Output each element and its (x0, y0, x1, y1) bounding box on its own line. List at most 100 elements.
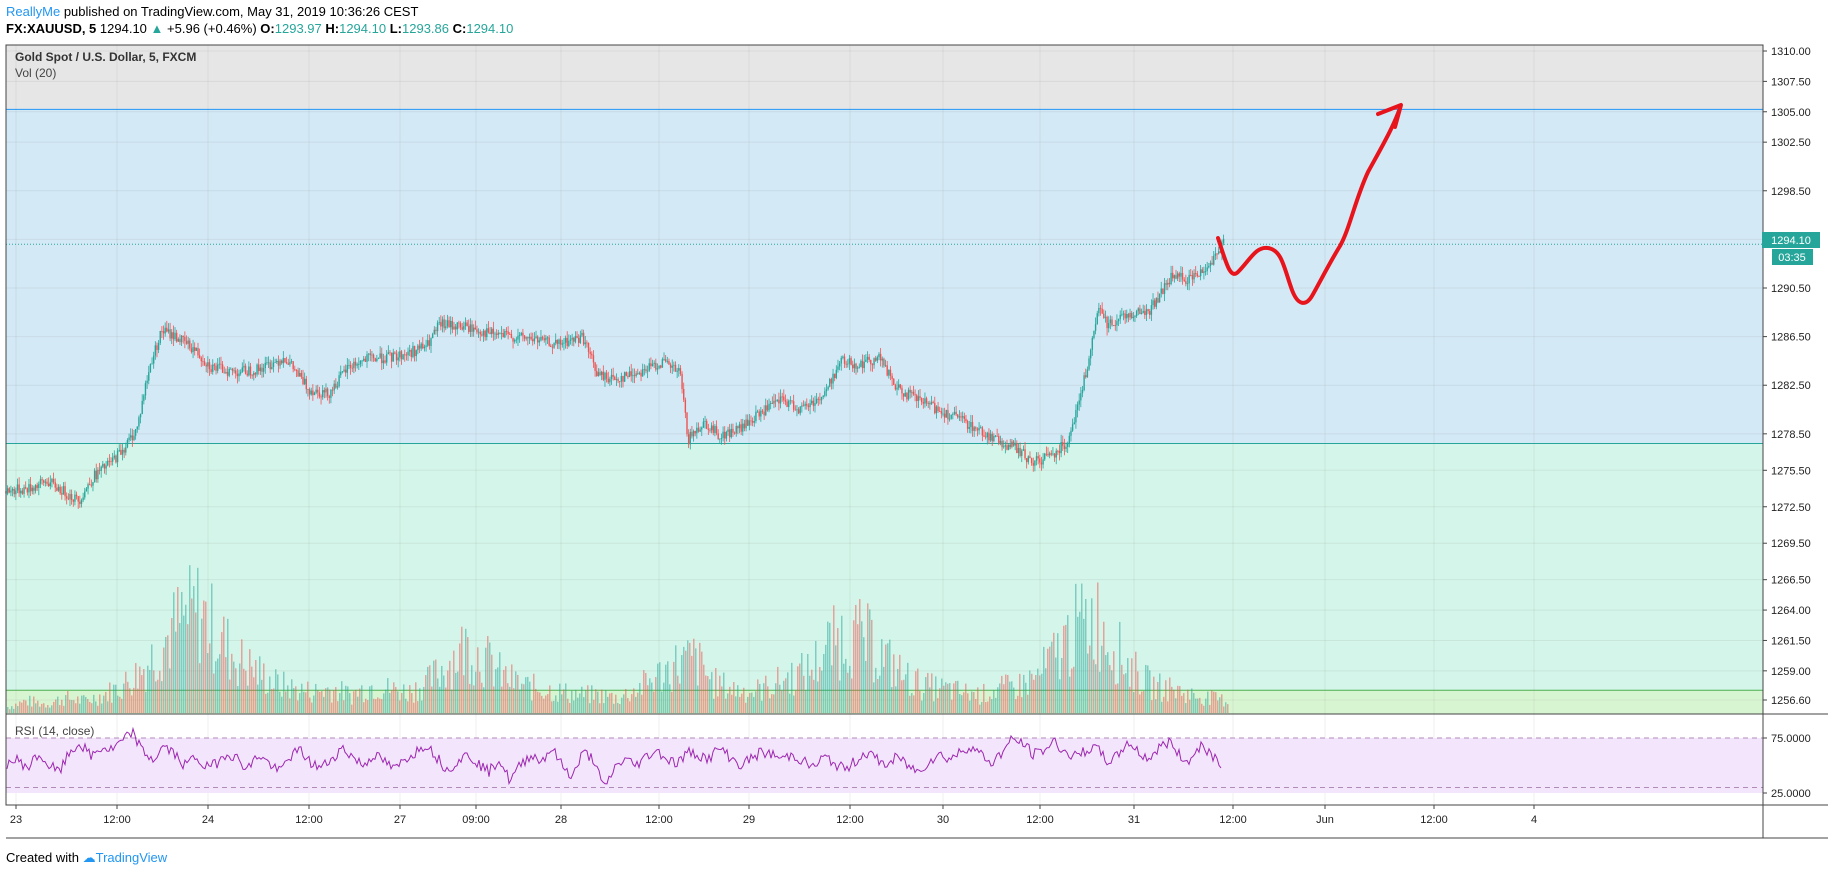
volume-bar (543, 698, 545, 713)
candle-body (253, 372, 255, 376)
volume-bar (489, 642, 491, 713)
candle-body (38, 483, 40, 488)
candle-body (468, 326, 470, 332)
candle-body (929, 403, 931, 405)
volume-bar (985, 702, 987, 713)
candle-body (1078, 400, 1080, 405)
candle-body (148, 372, 150, 381)
price-tick-label: 1298.50 (1771, 186, 1811, 198)
volume-bar (171, 618, 173, 713)
candle-body (24, 487, 27, 489)
volume-bar (483, 687, 485, 713)
candle-body (1137, 308, 1139, 312)
candle-body (866, 356, 869, 360)
candle-body (730, 428, 733, 438)
candle-body (850, 358, 852, 365)
candle-body (476, 329, 478, 333)
price-tick-label: 1272.50 (1771, 502, 1811, 514)
candle-body (563, 342, 565, 344)
candle-body (579, 335, 582, 343)
candle-body (399, 351, 401, 358)
candle-body (947, 410, 949, 420)
candle-body (683, 388, 685, 400)
candle-body (609, 378, 611, 383)
chart-title: Gold Spot / U.S. Dollar, 5, FXCM (15, 50, 196, 64)
volume-bar (285, 691, 287, 713)
candle-body (292, 361, 294, 370)
volume-bar (715, 667, 717, 713)
candle-body (303, 378, 306, 385)
candle-body (932, 402, 934, 403)
candle-body (940, 411, 943, 414)
candle-body (162, 331, 165, 334)
candle-body (264, 362, 266, 368)
candle-body (784, 400, 787, 402)
volume-bar (35, 703, 37, 713)
volume-bar (69, 699, 71, 713)
candle-body (935, 406, 938, 414)
candle-body (717, 433, 719, 439)
volume-bar (293, 688, 295, 713)
volume-bar (587, 685, 589, 713)
volume-bar (1193, 692, 1195, 713)
volume-bar (731, 694, 733, 713)
volume-bar (723, 672, 725, 713)
candle-body (518, 335, 521, 336)
candle-body (984, 436, 987, 438)
candle-body (684, 399, 687, 413)
candle-body (891, 375, 893, 379)
candle-body (367, 353, 370, 355)
volume-bar (881, 639, 883, 713)
candle-body (1065, 447, 1067, 449)
volume-bar (307, 681, 309, 713)
candle-body (697, 427, 700, 432)
volume-bar (701, 651, 703, 713)
volume-bar (663, 682, 665, 713)
volume-bar (1001, 675, 1003, 713)
volume-bar (1221, 694, 1223, 713)
candle-body (123, 449, 125, 453)
candle-body (374, 358, 376, 362)
volume-bar (603, 703, 605, 713)
candle-body (331, 389, 334, 391)
volume-bar (1159, 673, 1161, 713)
volume-bar (1199, 697, 1201, 713)
volume-bar (197, 567, 199, 713)
volume-bar (303, 691, 305, 713)
candle-body (84, 491, 86, 498)
candle-body (330, 389, 332, 398)
candle-body (817, 398, 819, 400)
candle-body (571, 337, 573, 340)
candle-body (1001, 440, 1003, 448)
candle-body (824, 391, 826, 396)
candle-body (192, 347, 194, 353)
candle-body (354, 361, 357, 366)
volume-bar (423, 687, 425, 713)
volume-bar (387, 678, 389, 713)
candle-body (1063, 445, 1066, 449)
tradingview-link[interactable]: TradingView (95, 850, 168, 865)
candle-body (243, 365, 245, 368)
candle-body (425, 345, 427, 347)
candle-body (883, 358, 885, 366)
author-link[interactable]: ReallyMe (6, 4, 61, 19)
forecast-drawing[interactable] (1216, 103, 1403, 305)
candle-body (545, 337, 547, 341)
volume-bar (505, 666, 507, 713)
candle-body (279, 360, 281, 366)
volume-bar (1099, 671, 1101, 713)
candle-body (435, 329, 437, 332)
volume-bar (597, 691, 599, 713)
candle-body (487, 328, 490, 333)
volume-bar (1035, 675, 1037, 713)
volume-bar (101, 703, 103, 713)
candle-body (88, 484, 91, 486)
volume-bar (1009, 681, 1011, 713)
candle-body (763, 411, 765, 416)
volume-bar (1095, 664, 1097, 713)
volume-bar (129, 688, 131, 713)
candle-body (1181, 272, 1184, 280)
volume-bar (213, 673, 215, 713)
candle-body (1188, 274, 1190, 284)
